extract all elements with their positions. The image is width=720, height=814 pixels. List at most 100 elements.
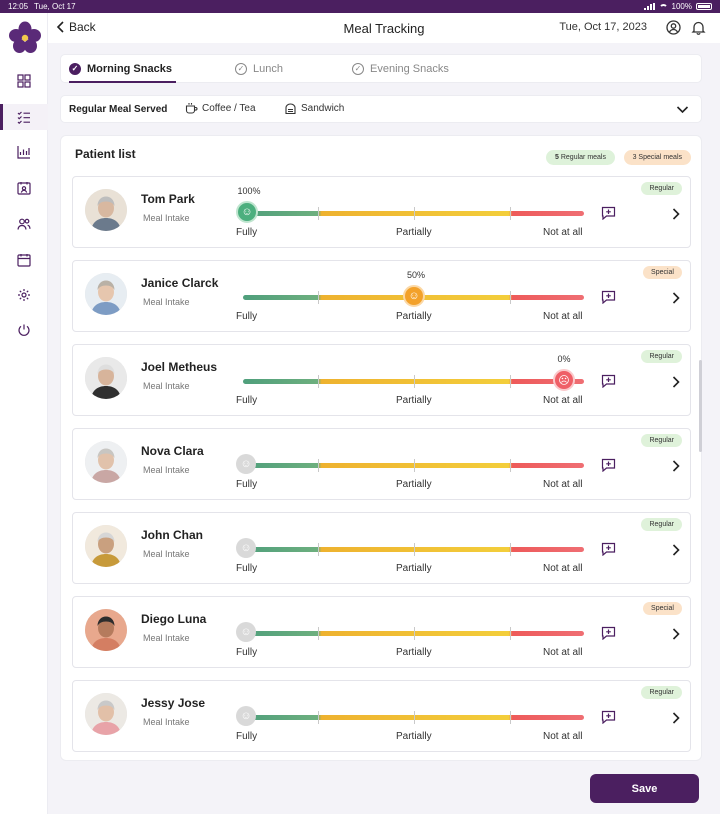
scale-label-partially: Partially xyxy=(396,479,432,490)
patient-name: Tom Park xyxy=(141,192,195,206)
add-note-icon[interactable] xyxy=(601,374,616,388)
patient-row[interactable]: Tom Park Meal Intake 100% ☺ Fully Partia… xyxy=(72,176,691,248)
chevron-right-icon[interactable] xyxy=(671,376,681,388)
settings-icon xyxy=(18,289,30,301)
scale-label-partially: Partially xyxy=(396,731,432,742)
patient-name: Jessy Jose xyxy=(141,696,206,710)
add-note-icon[interactable] xyxy=(601,206,616,220)
meal-served-label: Regular Meal Served xyxy=(69,104,168,115)
grid-icon xyxy=(17,74,31,88)
avatar xyxy=(85,693,127,735)
sidebar-item-reports[interactable] xyxy=(0,139,48,165)
back-button[interactable]: Back xyxy=(56,20,96,34)
scale-label-not-at-all: Not at all xyxy=(543,563,583,574)
patient-row[interactable]: John Chan Meal Intake ☺ Fully Partially … xyxy=(72,512,691,584)
chevron-down-icon[interactable] xyxy=(676,103,689,116)
intake-slider-track[interactable] xyxy=(243,459,584,472)
patient-list-title: Patient list xyxy=(75,147,136,161)
header: Back Meal Tracking Tue, Oct 17, 2023 xyxy=(48,13,720,43)
chevron-left-icon xyxy=(56,21,64,33)
scrollbar[interactable] xyxy=(699,360,702,452)
chevron-right-icon[interactable] xyxy=(671,712,681,724)
profile-icon[interactable] xyxy=(666,20,681,35)
status-date: Tue, Oct 17 xyxy=(34,2,76,11)
patient-row[interactable]: Nova Clara Meal Intake ☺ Fully Partially… xyxy=(72,428,691,500)
scale-label-fully: Fully xyxy=(236,479,258,490)
avatar xyxy=(85,273,127,315)
add-note-icon[interactable] xyxy=(601,290,616,304)
patient-subtitle: Meal Intake xyxy=(143,297,190,307)
smiley-icon: ☺ xyxy=(241,206,253,218)
battery-icon xyxy=(696,3,712,10)
scale-label-partially: Partially xyxy=(396,311,432,322)
patient-name: Janice Clarck xyxy=(141,276,219,290)
intake-slider-handle[interactable]: ☺ xyxy=(403,285,425,307)
patient-row[interactable]: Janice Clarck Meal Intake 50% ☺ Fully Pa… xyxy=(72,260,691,332)
tab-lunch[interactable]: ✓ Lunch xyxy=(235,55,283,82)
avatar xyxy=(85,441,127,483)
chevron-right-icon[interactable] xyxy=(671,208,681,220)
save-button[interactable]: Save xyxy=(590,774,699,803)
add-note-icon[interactable] xyxy=(601,626,616,640)
intake-slider-handle[interactable]: ☺ xyxy=(236,538,256,558)
intake-slider-track[interactable] xyxy=(243,207,584,220)
page-title: Meal Tracking xyxy=(343,21,425,36)
tab-evening-snacks[interactable]: ✓ Evening Snacks xyxy=(352,55,449,82)
intake-slider-track[interactable] xyxy=(243,627,584,640)
add-note-icon[interactable] xyxy=(601,542,616,556)
scale-label-fully: Fully xyxy=(236,395,258,406)
scale-label-fully: Fully xyxy=(236,227,258,238)
coffee-cup-icon xyxy=(185,103,198,114)
sandwich-icon xyxy=(285,103,296,115)
intake-slider-handle[interactable]: ☺ xyxy=(236,454,256,474)
calendar-user-icon xyxy=(17,182,31,195)
sidebar-item-logout[interactable] xyxy=(0,317,48,343)
patient-row[interactable]: Diego Luna Meal Intake ☺ Fully Partially… xyxy=(72,596,691,668)
scale-label-fully: Fully xyxy=(236,647,258,658)
intake-slider-handle[interactable]: ☺ xyxy=(236,622,256,642)
intake-slider-track[interactable] xyxy=(243,543,584,556)
chevron-right-icon[interactable] xyxy=(671,628,681,640)
intake-slider-track[interactable] xyxy=(243,375,584,388)
sidebar-item-settings[interactable] xyxy=(0,282,48,308)
sidebar-item-patients[interactable] xyxy=(0,211,48,237)
patient-subtitle: Meal Intake xyxy=(143,465,190,475)
add-note-icon[interactable] xyxy=(601,710,616,724)
meal-type-badge: Special xyxy=(643,266,682,279)
add-note-icon[interactable] xyxy=(601,458,616,472)
meal-item-sandwich: Sandwich xyxy=(284,102,344,115)
sidebar-item-schedule[interactable] xyxy=(0,175,48,201)
patient-row[interactable]: Joel Metheus Meal Intake 0% ☹ Fully Part… xyxy=(72,344,691,416)
sidebar-item-dashboard[interactable] xyxy=(0,68,48,94)
intake-slider-track[interactable] xyxy=(243,711,584,724)
regular-meals-summary: 5 Regular meals xyxy=(545,150,615,165)
tab-morning-snacks[interactable]: ✓ Morning Snacks xyxy=(69,55,176,83)
intake-percent: 100% xyxy=(237,186,261,196)
intake-slider-handle[interactable]: ☹ xyxy=(553,369,575,391)
meal-item-coffee: Coffee / Tea xyxy=(185,102,256,115)
chevron-right-icon[interactable] xyxy=(671,460,681,472)
intake-slider-handle[interactable]: ☺ xyxy=(236,706,256,726)
scale-label-not-at-all: Not at all xyxy=(543,395,583,406)
smiley-icon: ☺ xyxy=(240,710,252,722)
header-date: Tue, Oct 17, 2023 xyxy=(559,21,647,33)
sidebar-item-calendar[interactable] xyxy=(0,247,48,273)
meal-served-bar[interactable]: Regular Meal Served Coffee / Tea Sandwic… xyxy=(60,95,702,123)
patient-subtitle: Meal Intake xyxy=(143,717,190,727)
battery-percent: 100% xyxy=(671,2,692,11)
calendar-icon xyxy=(17,254,31,267)
sidebar-item-meal-tracking[interactable] xyxy=(0,104,48,130)
chevron-right-icon[interactable] xyxy=(671,292,681,304)
bell-icon[interactable] xyxy=(691,20,706,35)
smiley-icon: ☺ xyxy=(240,542,252,554)
power-icon xyxy=(18,324,30,336)
meal-type-badge: Special xyxy=(643,602,682,615)
meal-type-badge: Regular xyxy=(641,434,682,447)
chevron-right-icon[interactable] xyxy=(671,544,681,556)
intake-slider-handle[interactable]: ☺ xyxy=(236,201,258,223)
status-time: 12:05 xyxy=(8,2,29,11)
scale-label-fully: Fully xyxy=(236,563,258,574)
meal-type-badge: Regular xyxy=(641,686,682,699)
patient-row[interactable]: Jessy Jose Meal Intake ☺ Fully Partially… xyxy=(72,680,691,752)
patient-name: Diego Luna xyxy=(141,612,207,626)
